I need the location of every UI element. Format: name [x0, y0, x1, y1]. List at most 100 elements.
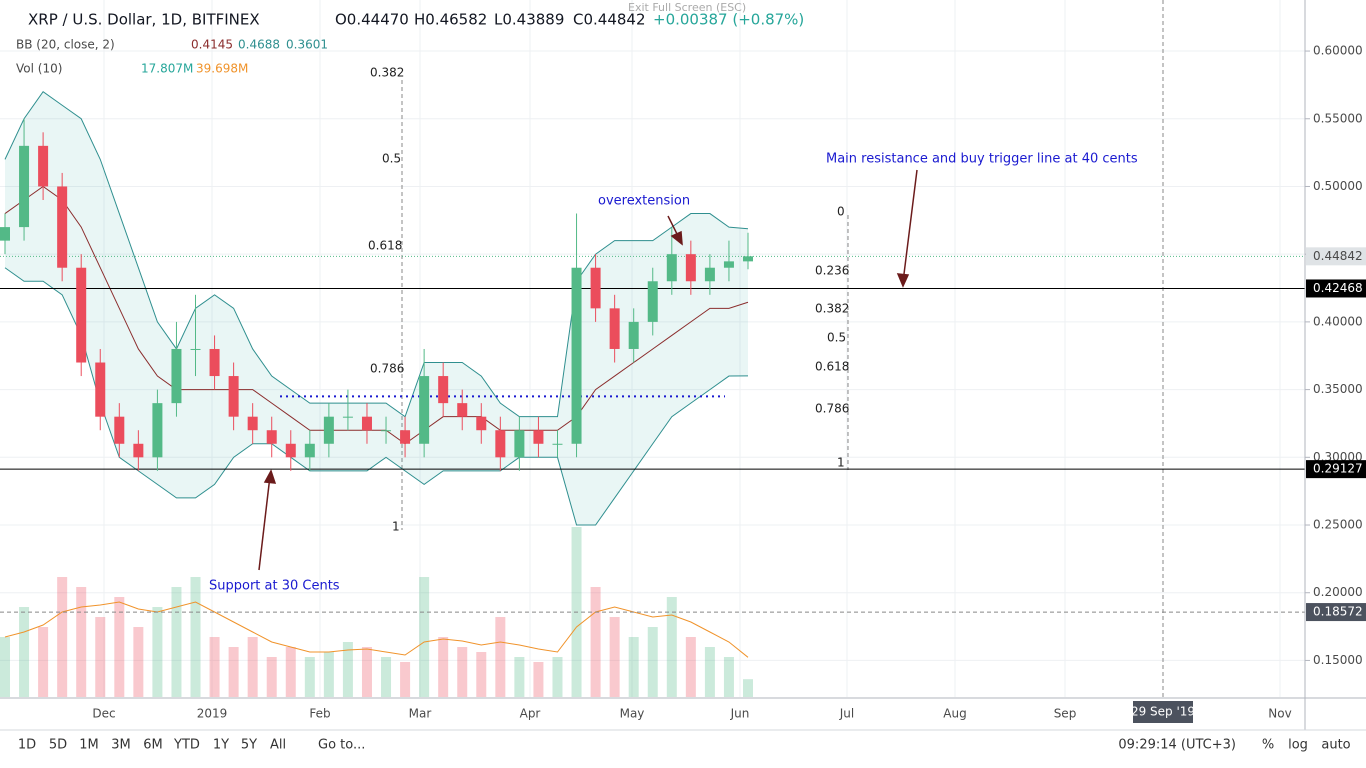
annotation: Main resistance and buy trigger line at …: [826, 152, 1138, 167]
ohlc-open: O0.44470: [335, 11, 409, 29]
volume-bar: [228, 647, 239, 697]
candle-body: [304, 443, 315, 458]
vol-value: 17.807M: [141, 62, 193, 76]
price-label-box: [1306, 247, 1366, 266]
y-tick-label: 0.50000: [1313, 179, 1363, 193]
range-button[interactable]: 1M: [79, 738, 99, 753]
ohlc-change: +0.00387 (+0.87%): [653, 11, 804, 29]
volume-bar: [76, 587, 87, 697]
candle-body: [133, 443, 144, 458]
fib-label: 0.618: [815, 360, 849, 374]
plot: [0, 0, 1305, 697]
annotation: overextension: [598, 194, 690, 209]
range-button[interactable]: 5Y: [241, 738, 257, 753]
volume-bar: [209, 637, 220, 697]
fib-label: 1: [837, 456, 845, 470]
y-tick-label: 0.35000: [1313, 382, 1363, 396]
x-tick-label: Dec: [92, 707, 115, 721]
volume-bar: [38, 627, 49, 697]
volume-bar: [743, 679, 753, 697]
volume-bar: [323, 652, 334, 697]
candle-body: [95, 362, 106, 417]
exit-fullscreen[interactable]: Exit Full Screen (ESC): [628, 1, 746, 14]
price-label-box: [1306, 603, 1366, 622]
x-tick-label: Mar: [409, 707, 432, 721]
candle-body: [743, 256, 753, 262]
vol-name: Vol (10): [16, 62, 62, 76]
volume-bar: [438, 637, 449, 697]
range-button[interactable]: YTD: [173, 738, 200, 753]
fib-levels-left: 0.382 0.5 0.618 0.786 1: [368, 66, 404, 534]
volume-bar: [152, 607, 163, 697]
volume-bar: [171, 587, 182, 697]
candle-body: [38, 145, 49, 187]
volume-bar: [342, 642, 353, 697]
fib-label: 0.618: [368, 239, 402, 253]
x-tick-label: Nov: [1268, 707, 1291, 721]
goto[interactable]: Go to...: [318, 738, 365, 753]
volume-bar: [285, 647, 296, 697]
candle-body: [476, 416, 487, 431]
bb-upper: [4, 90, 749, 418]
volume-bar: [628, 637, 639, 697]
volume-bar: [266, 657, 277, 697]
price-label-box: [1306, 460, 1366, 479]
volume-bar: [381, 657, 392, 697]
candle-body: [19, 145, 30, 228]
volume-bar: [647, 627, 658, 697]
candle-body: [533, 430, 544, 444]
candle-body: [590, 267, 601, 309]
scale-button[interactable]: log: [1288, 738, 1308, 753]
candle-body: [323, 416, 334, 444]
volume-bar: [247, 637, 258, 697]
fib-label: 0.786: [815, 402, 849, 416]
volume-bar: [666, 597, 677, 697]
candle-body: [209, 348, 220, 377]
ohlc-close: C0.44842: [573, 11, 646, 29]
volume-bar: [704, 647, 715, 697]
candle-body: [152, 403, 163, 458]
x-tick-label: Feb: [309, 707, 330, 721]
volume-bar: [190, 577, 201, 697]
annotation: Support at 30 Cents: [209, 579, 340, 594]
candle-body: [381, 430, 392, 432]
volume-bar: [419, 577, 430, 697]
fib-label: 0: [837, 205, 845, 219]
scale-button[interactable]: %: [1262, 738, 1274, 753]
range-button[interactable]: All: [270, 738, 286, 753]
candle-body: [266, 430, 277, 444]
candle-body: [666, 254, 677, 282]
range-button[interactable]: 1D: [18, 738, 36, 753]
range-button[interactable]: 6M: [143, 738, 163, 753]
volume-bar: [400, 662, 411, 697]
fib-label: 0.236: [815, 264, 849, 278]
volume-bar: [552, 657, 563, 697]
x-tick-label: Aug: [943, 707, 966, 721]
range-button[interactable]: 5D: [49, 738, 67, 753]
range-button[interactable]: 3M: [111, 738, 131, 753]
candle-body: [628, 321, 639, 349]
fib-label: 0.382: [815, 302, 849, 316]
y-tick-label: 0.25000: [1313, 518, 1363, 532]
candle-body: [361, 416, 372, 431]
candle-body: [247, 416, 258, 431]
range-button[interactable]: 1Y: [213, 738, 229, 753]
y-tick-label: 0.20000: [1313, 585, 1363, 599]
bb-fill: [5, 91, 748, 526]
fib-levels-right: 0 0.236 0.382 0.5 0.618 0.786 1: [815, 205, 849, 470]
volume-bar: [57, 577, 68, 697]
candle-body: [495, 430, 506, 458]
crosshair-date-box: [1133, 701, 1193, 723]
candle-body: [723, 261, 734, 268]
volume-bar: [514, 657, 525, 697]
bb-mid: [4, 185, 749, 445]
price-label: 0.42468: [1313, 281, 1363, 295]
bb-value: 0.3601: [286, 38, 328, 52]
volume-bar: [495, 617, 506, 697]
scale-button[interactable]: auto: [1321, 738, 1350, 753]
x-tick-label: Jun: [730, 707, 750, 721]
volume-bar: [457, 647, 468, 697]
candle-body: [457, 403, 468, 417]
